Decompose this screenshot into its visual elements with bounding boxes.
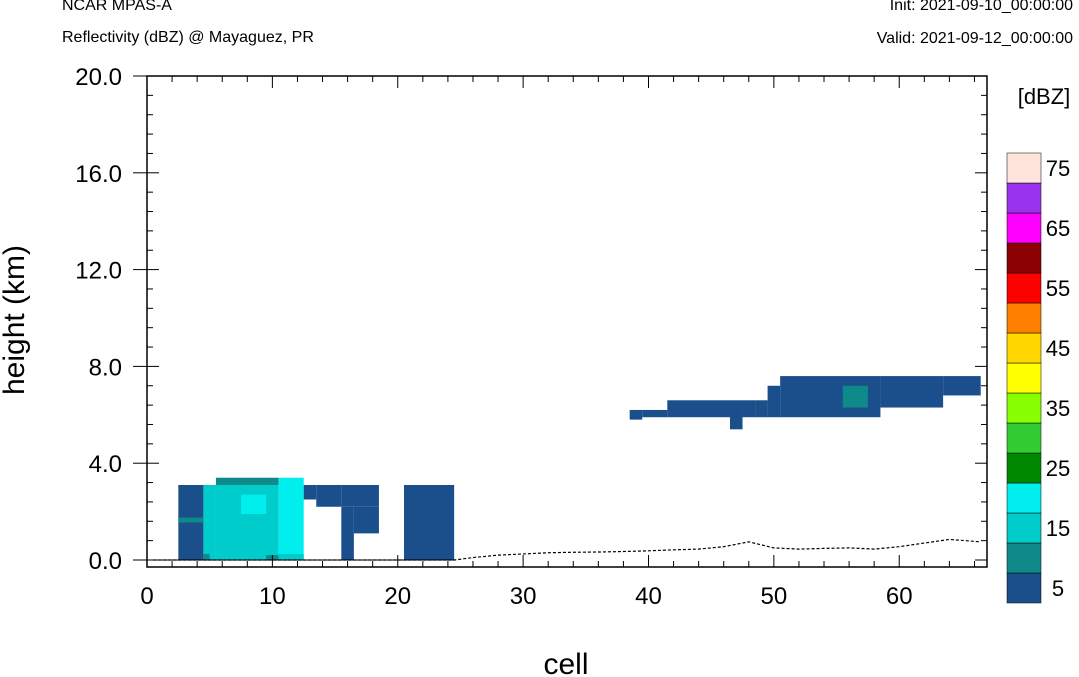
colorbar-swatch — [1006, 182, 1042, 214]
reflectivity-cell-20 — [742, 400, 756, 418]
colorbar-tick-label: 55 — [1046, 276, 1070, 301]
colorbar-tick-label: 5 — [1052, 576, 1064, 601]
reflectivity-cell-26 — [842, 385, 868, 408]
reflectivity-cell-14 — [353, 506, 379, 534]
reflectivity-cell-12 — [341, 484, 379, 507]
y-axis-label: height (km) — [0, 245, 31, 395]
colorbar-swatch — [1006, 422, 1042, 454]
reflectivity-cell-19 — [729, 400, 743, 430]
reflectivity-cell-18 — [667, 400, 730, 418]
x-tick-label: 60 — [886, 583, 913, 610]
colorbar-legend: 5 15 25 35 45 55 65 75 — [1006, 152, 1070, 604]
x-axis-label: cell — [543, 648, 588, 677]
y-tick-label: 16.0 — [75, 161, 122, 188]
colorbar-swatch — [1006, 212, 1042, 244]
reflectivity-cell-6 — [278, 477, 304, 560]
colorbar-swatch — [1006, 572, 1042, 604]
plot-area — [153, 376, 981, 561]
colorbar-swatch — [1006, 542, 1042, 574]
colorbar-swatch — [1006, 272, 1042, 304]
plot-frame — [146, 75, 988, 568]
colorbar-tick-label: 25 — [1046, 456, 1070, 481]
colorbar-tick-label: 35 — [1046, 396, 1070, 421]
reflectivity-cell-5 — [241, 494, 267, 515]
reflectivity-cell-16 — [629, 409, 643, 420]
valid-time: Valid: 2021-09-12_00:00:00 — [876, 30, 1073, 47]
field-title: Reflectivity (dBZ) @ Mayaguez, PR — [62, 29, 314, 46]
reflectivity-cell-22 — [767, 385, 781, 418]
colorbar-tick-label: 75 — [1046, 156, 1070, 181]
reflectivity-cell-10 — [303, 484, 317, 500]
colorbar-swatch — [1006, 242, 1042, 274]
colorbar-tick-label: 45 — [1046, 336, 1070, 361]
colorbar-swatch — [1006, 302, 1042, 334]
x-tick-label: 10 — [259, 583, 286, 610]
reflectivity-cell-1 — [178, 517, 204, 523]
y-tick-label: 8.0 — [89, 354, 122, 381]
x-tick-label: 20 — [384, 583, 411, 610]
reflectivity-cell-2 — [203, 484, 216, 560]
colorbar-swatch — [1006, 482, 1042, 514]
colorbar-swatch — [1006, 512, 1042, 544]
reflectivity-cell-11 — [316, 484, 342, 507]
reflectivity-cell-13 — [341, 506, 354, 560]
reflectivity-cell-7 — [203, 553, 210, 560]
colorbar-swatch — [1006, 392, 1042, 424]
reflectivity-cell-15 — [404, 484, 455, 560]
y-tick-label: 12.0 — [75, 258, 122, 285]
colorbar-label: [dBZ] — [1018, 84, 1071, 109]
reflectivity-cell-21 — [755, 400, 768, 418]
colorbar-swatch — [1006, 332, 1042, 364]
x-tick-label: 50 — [761, 583, 788, 610]
colorbar-tick-label: 15 — [1046, 516, 1070, 541]
colorbar-swatch — [1006, 152, 1042, 184]
reflectivity-cell-9 — [278, 553, 304, 560]
y-tick-label: 4.0 — [89, 451, 122, 478]
x-tick-label: 40 — [635, 583, 662, 610]
y-tick-label: 0.0 — [89, 548, 122, 575]
reflectivity-cell-24 — [880, 376, 944, 408]
x-tick-label: 0 — [140, 583, 153, 610]
reflectivity-cell-4 — [215, 477, 279, 485]
reflectivity-cell-25 — [943, 376, 981, 396]
reflectivity-cell-17 — [642, 409, 668, 418]
model-title: NCAR MPAS-A — [62, 0, 172, 14]
colorbar-swatch — [1006, 362, 1042, 394]
axes: 0 10 20 30 40 50 60 0.0 4.0 8.0 12.0 16.0 20.0 — [75, 64, 988, 610]
x-tick-label: 30 — [510, 583, 537, 610]
terrain-line — [153, 538, 981, 561]
y-tick-label: 20.0 — [75, 64, 122, 91]
init-time: Init: 2021-09-10_00:00:00 — [889, 0, 1073, 14]
colorbar-tick-label: 65 — [1046, 216, 1070, 241]
colorbar-swatch — [1006, 452, 1042, 484]
